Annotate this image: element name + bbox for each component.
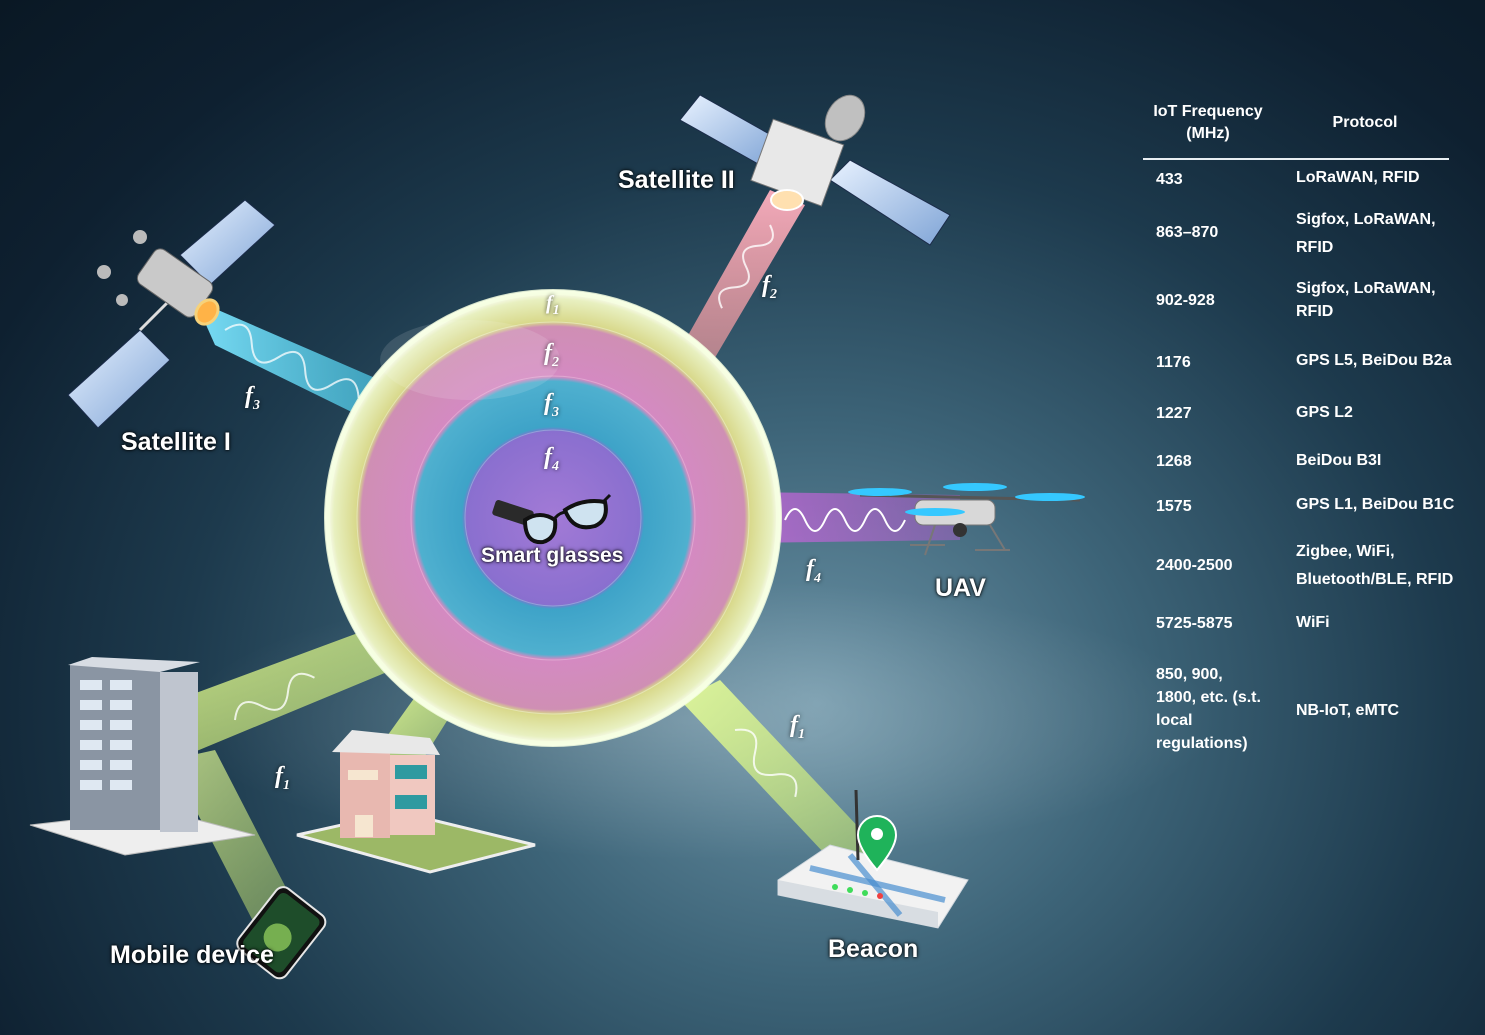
table-row-protocol: WiFi <box>1296 614 1330 631</box>
table-row-frequency: 902-928 <box>1156 292 1215 309</box>
table-row-frequency: 1268 <box>1156 453 1192 470</box>
mobile-phone-icon <box>236 886 327 980</box>
table-row-frequency: 1575 <box>1156 498 1192 515</box>
beacon-icon <box>777 789 969 929</box>
satellite-1-icon <box>67 199 276 429</box>
f3-ring-label: f3 <box>544 390 559 420</box>
table-row-protocol: NB-IoT, eMTC <box>1296 702 1400 719</box>
f1-ring-boundary <box>356 321 750 715</box>
office-building-icon <box>29 657 256 856</box>
f1-ring-label: f1 <box>546 292 560 318</box>
f3-ring-boundary <box>410 375 696 661</box>
mobile-device-label: Mobile device <box>110 941 274 969</box>
beacon-label: Beacon <box>828 935 919 963</box>
f4-ring-boundary <box>464 429 642 607</box>
f2-beam-label: f2 <box>762 272 777 302</box>
sphere-rim <box>324 289 782 747</box>
location-pin-icon <box>856 815 898 872</box>
table-row-frequency: 2400-2500 <box>1156 557 1233 574</box>
table-row-protocol: Sigfox, LoRaWAN, RFID <box>1296 280 1436 320</box>
table-row-protocol: GPS L1, BeiDou B1C <box>1296 496 1455 513</box>
uav-label: UAV <box>935 574 986 602</box>
table-row-frequency: 863–870 <box>1156 224 1219 241</box>
table-row-protocol: GPS L2 <box>1296 404 1353 421</box>
table-row-frequency: 433 <box>1156 171 1183 188</box>
satellite-1-label: Satellite I <box>121 428 231 456</box>
table-row-protocol: LoRaWAN, RFID <box>1296 169 1420 186</box>
f1-wave-beacon <box>734 728 798 798</box>
table-row-frequency: 850, 900, 1800, etc. (s.t. local regulat… <box>1156 666 1261 752</box>
f1-wave-building <box>234 672 315 721</box>
table-row-frequency: 1176 <box>1156 354 1191 371</box>
table-row-protocol: GPS L5, BeiDou B2a <box>1296 352 1452 369</box>
sphere-highlight <box>380 320 560 400</box>
table-row-protocol: BeiDou B3I <box>1296 452 1382 469</box>
smart-glasses-label: Smart glasses <box>481 544 624 567</box>
satellite-2-label: Satellite II <box>618 166 735 194</box>
f4-beam-label: f4 <box>806 556 821 586</box>
f2-wave <box>718 224 774 309</box>
table-header-frequency: IoT Frequency (MHz) <box>1153 103 1263 142</box>
f1-house-label: f1 <box>275 763 290 793</box>
table-header-rule <box>1143 158 1449 160</box>
table-row-protocol: Sigfox, LoRaWAN, RFID <box>1296 211 1436 256</box>
f2-ring-label: f2 <box>544 340 559 370</box>
house-icon <box>296 730 536 874</box>
table-row-frequency: 5725-5875 <box>1156 615 1233 632</box>
f3-beam-label: f3 <box>245 383 260 413</box>
table-header-protocol: Protocol <box>1332 114 1398 131</box>
f4-wave <box>784 508 906 532</box>
satellite-2-icon <box>679 94 951 246</box>
smart-glasses-icon <box>492 493 612 545</box>
table-row-protocol: Zigbee, WiFi, Bluetooth/BLE, RFID <box>1296 543 1454 588</box>
f4-ring-label: f4 <box>544 444 559 474</box>
uav-icon <box>848 483 1085 556</box>
f3-wave <box>224 323 360 399</box>
f1-beacon-label: f1 <box>790 712 805 742</box>
table-row-frequency: 1227 <box>1156 405 1192 422</box>
